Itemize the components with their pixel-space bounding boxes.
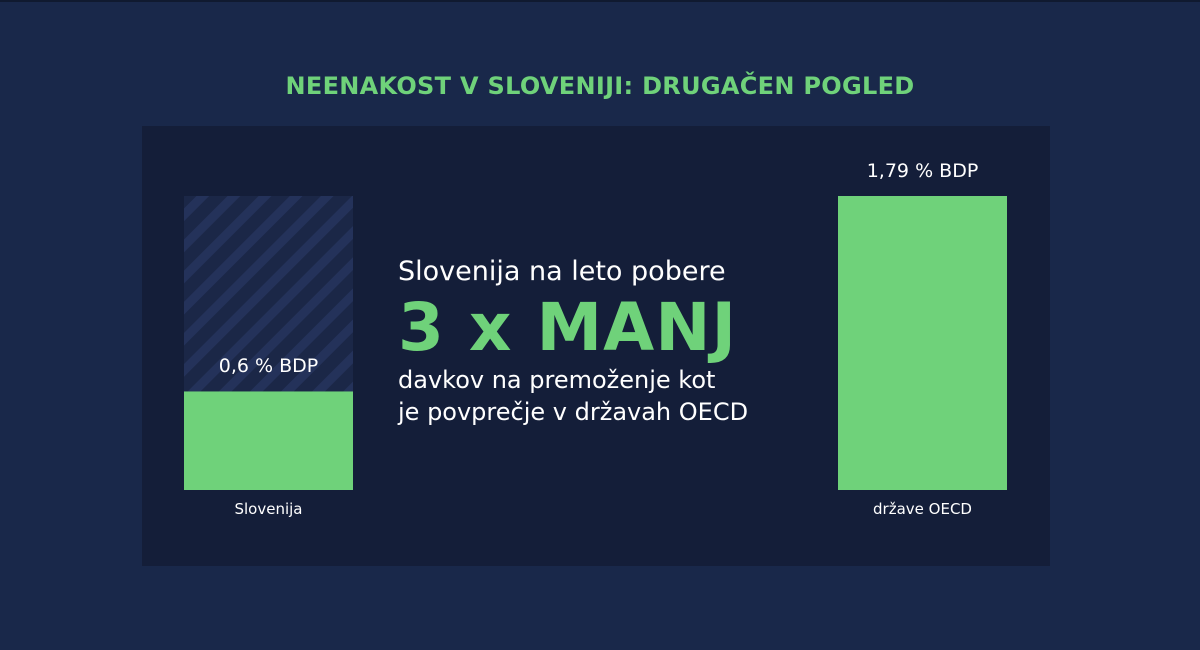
- chart-panel: Slovenija na leto pobere 3 x MANJ davkov…: [142, 126, 1050, 566]
- key-message: Slovenija na leto pobere 3 x MANJ davkov…: [398, 252, 748, 428]
- message-line-1: Slovenija na leto pobere: [398, 256, 726, 287]
- message-line-4: je povprečje v državah OECD: [398, 398, 749, 426]
- top-divider: [0, 0, 1200, 2]
- bar-chart: [184, 196, 1007, 490]
- bar-value-label: 0,6 % BDP: [218, 355, 319, 378]
- chart-title: NEENAKOST V SLOVENIJI: DRUGAČEN POGLED: [285, 72, 915, 100]
- bar-1: [838, 196, 1007, 490]
- bar-category-label: države OECD: [873, 500, 972, 518]
- bar-background-0: [184, 196, 353, 392]
- bar-value-label: 1,79 % BDP: [866, 160, 979, 182]
- bar-category-label: Slovenija: [234, 500, 303, 518]
- bar-0: [184, 391, 353, 490]
- message-highlight: 3 x MANJ: [398, 289, 737, 366]
- message-line-3: davkov na premoženje kot: [398, 366, 716, 394]
